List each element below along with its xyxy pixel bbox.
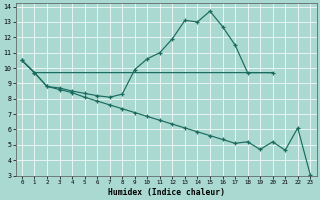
X-axis label: Humidex (Indice chaleur): Humidex (Indice chaleur) xyxy=(108,188,225,197)
